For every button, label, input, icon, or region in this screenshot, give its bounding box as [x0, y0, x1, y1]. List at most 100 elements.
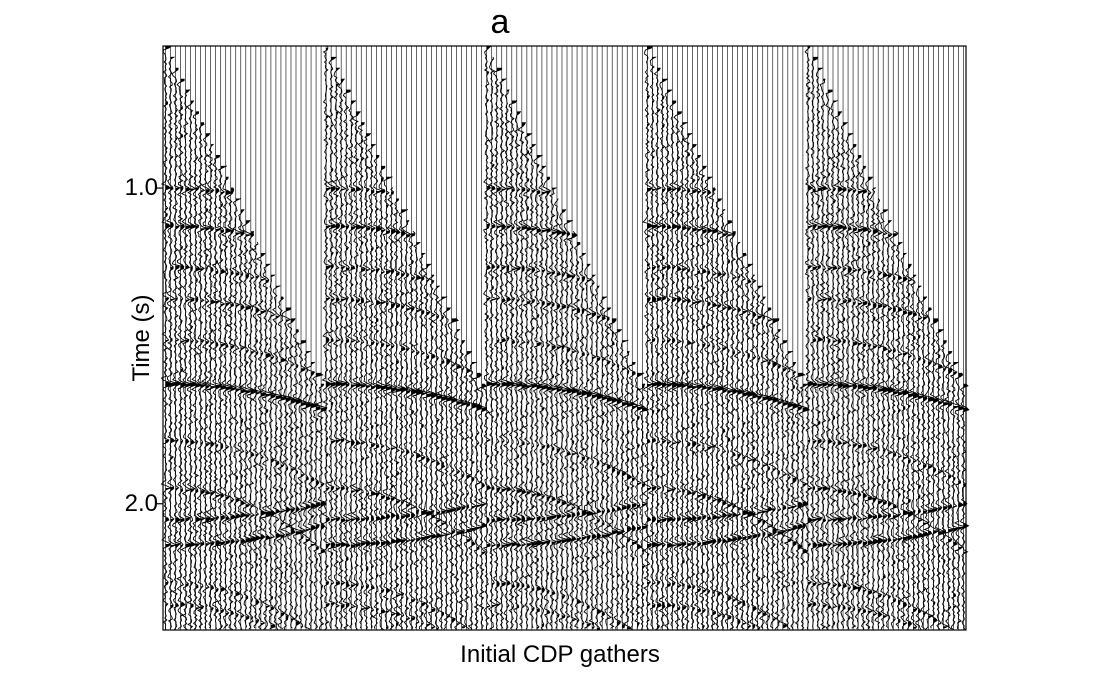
trace-fill: [293, 329, 304, 626]
seismic-trace: [341, 89, 352, 630]
seismic-trace: [617, 339, 629, 629]
seismic-trace: [246, 231, 259, 630]
seismic-trace: [863, 176, 876, 629]
trace-fill: [874, 222, 884, 617]
y-axis-label: Time (s): [128, 294, 155, 382]
seismic-trace: [758, 296, 771, 629]
seismic-trace: [492, 67, 504, 631]
seismic-trace: [918, 296, 930, 629]
seismic-trace: [622, 350, 634, 630]
seismic-trace: [497, 78, 510, 629]
trace-fill: [671, 100, 679, 609]
seismic-trace: [627, 361, 639, 631]
seismic-trace: [718, 209, 729, 630]
seismic-trace: [351, 111, 364, 630]
seismic-trace: [331, 67, 345, 630]
y-tick-label-2-0: 2.0: [124, 489, 158, 517]
seismic-trace: [663, 89, 675, 630]
seismic-trace: [565, 230, 581, 630]
seismic-trace: [832, 111, 845, 630]
seismic-trace: [190, 111, 203, 630]
seismic-trace: [271, 285, 283, 630]
seismic-trace: [200, 132, 214, 630]
trace-fill: [253, 244, 262, 625]
trace-fill: [324, 48, 332, 624]
seismic-trace: [732, 241, 746, 629]
trace-fill: [301, 351, 313, 566]
seismic-trace: [411, 241, 425, 629]
seismic-trace: [949, 361, 963, 631]
seismic-trace: [853, 154, 866, 630]
seismic-trace: [818, 78, 830, 630]
seismic-trace: [824, 89, 835, 630]
seismic-trace: [196, 122, 208, 629]
trace-fill: [784, 351, 794, 588]
y-axis-ticks: [156, 187, 163, 505]
trace-fill: [354, 111, 363, 602]
seismic-trace: [220, 176, 234, 630]
seismic-trace: [290, 329, 305, 630]
seismic-trace: [537, 165, 550, 631]
seismic-trace: [481, 45, 495, 631]
seismic-trace: [843, 132, 857, 630]
seismic-trace: [255, 252, 268, 630]
trace-fill: [388, 191, 398, 628]
seismic-trace: [312, 372, 324, 630]
seismic-trace: [902, 263, 916, 631]
trace-fill: [805, 46, 814, 608]
seismic-trace: [297, 340, 308, 629]
seismic-trace: [742, 263, 756, 631]
seismic-trace: [772, 329, 787, 630]
trace-fill: [931, 318, 940, 623]
seismic-trace: [722, 220, 736, 629]
trace-fill: [309, 362, 318, 584]
trace-fill: [318, 383, 327, 626]
seismic-trace: [391, 198, 404, 629]
seismic-trace: [737, 252, 751, 630]
seismic-trace: [337, 78, 349, 629]
trace-fill: [851, 144, 859, 629]
seismic-trace: [914, 285, 927, 630]
trace-fill: [504, 89, 514, 608]
trace-fill: [454, 329, 464, 626]
trace-fill: [278, 296, 288, 617]
trace-fill: [889, 233, 899, 622]
trace-fill: [563, 220, 573, 619]
trace-fill: [814, 67, 825, 614]
seismic-trace: [602, 307, 616, 630]
trace-fill: [404, 220, 412, 621]
trace-fill: [201, 133, 212, 608]
seismic-trace: [683, 132, 695, 630]
seismic-trace: [376, 165, 388, 631]
seismic-trace: [176, 78, 187, 630]
trace-fill: [830, 100, 840, 625]
seismic-trace: [657, 78, 669, 629]
trace-fill: [554, 224, 563, 617]
trace-fill: [770, 318, 779, 621]
seismic-trace: [426, 274, 439, 630]
seismic-trace: [868, 187, 881, 630]
seismic-trace: [953, 372, 967, 629]
trace-fill: [182, 89, 192, 588]
x-axis-label: Initial CDP gathers: [460, 641, 660, 668]
trace-fill: [342, 89, 351, 628]
seismic-trace: [397, 209, 409, 630]
seismic-trace: [432, 285, 443, 630]
y-tick-label-1-0: 1.0: [124, 174, 158, 202]
seismic-trace: [259, 263, 275, 631]
trace-fill: [824, 89, 834, 628]
seismic-trace: [797, 383, 811, 631]
seismic-trace: [652, 67, 664, 631]
seismic-trace: [356, 122, 368, 629]
seismic-trace: [362, 132, 373, 630]
seismic-trace: [276, 296, 289, 630]
seismic-trace: [382, 176, 393, 629]
panel-label: a: [490, 3, 510, 41]
seismic-trace: [959, 383, 970, 631]
trace-fill: [796, 372, 805, 549]
seismic-trace: [793, 372, 806, 630]
seismic-trace: [698, 165, 710, 631]
seismic-trace: [588, 274, 600, 630]
seismic-trace: [638, 383, 650, 630]
